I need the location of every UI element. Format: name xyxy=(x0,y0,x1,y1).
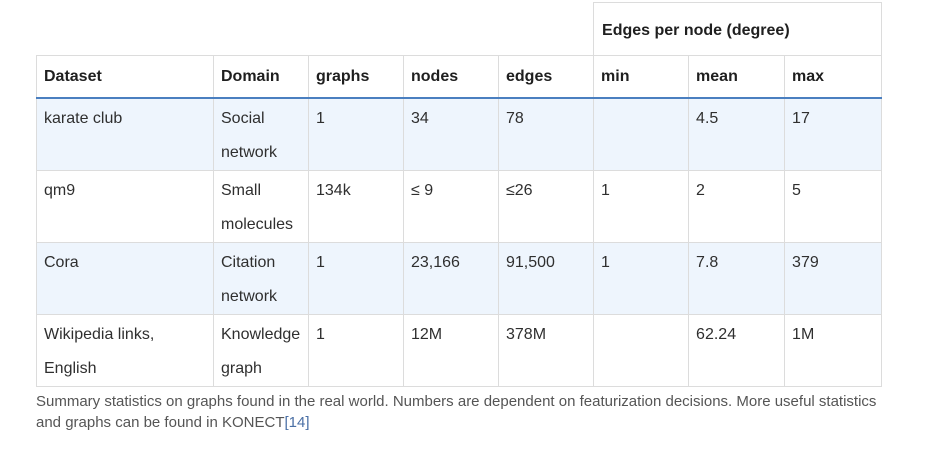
group-header-row: Edges per node (degree) xyxy=(36,2,883,56)
group-header-spacer xyxy=(36,2,594,56)
table-row: Wikipedia links, English Knowledge graph… xyxy=(36,314,883,387)
cell-graphs: 1 xyxy=(308,242,404,315)
cell-min xyxy=(593,314,690,387)
cell-edges: 91,500 xyxy=(497,242,595,315)
cell-mean: 7.8 xyxy=(688,242,786,315)
degree-group-header: Edges per node (degree) xyxy=(593,2,883,56)
cell-graphs: 1 xyxy=(308,97,404,171)
cell-mean: 2 xyxy=(688,170,786,243)
cell-edges: ≤26 xyxy=(497,170,595,243)
cell-graphs: 1 xyxy=(308,314,404,387)
cell-edges: 378M xyxy=(497,314,595,387)
cell-dataset: Cora xyxy=(36,242,214,315)
cell-min xyxy=(593,97,690,171)
graph-statistics-table: Edges per node (degree) Dataset Domain g… xyxy=(36,2,883,387)
cell-dataset: Wikipedia links, English xyxy=(36,314,214,387)
column-header-dataset: Dataset xyxy=(36,55,214,99)
cell-edges: 78 xyxy=(497,97,595,171)
caption-text: Summary statistics on graphs found in th… xyxy=(36,393,877,431)
cell-mean: 4.5 xyxy=(688,97,786,171)
cell-graphs: 134k xyxy=(308,170,404,243)
table-row: qm9 Small molecules 134k ≤ 9 ≤26 1 2 5 xyxy=(36,170,883,243)
cell-max: 379 xyxy=(784,242,883,315)
stats-table-container: Edges per node (degree) Dataset Domain g… xyxy=(36,2,883,433)
cell-domain: Small molecules xyxy=(213,170,309,243)
cell-domain: Knowledge graph xyxy=(213,314,309,387)
table-row: karate club Social network 1 34 78 4.5 1… xyxy=(36,97,883,171)
cell-domain: Citation network xyxy=(213,242,309,315)
cell-nodes: 23,166 xyxy=(403,242,499,315)
cell-nodes: 12M xyxy=(403,314,499,387)
column-header-domain: Domain xyxy=(213,55,309,99)
cell-domain: Social network xyxy=(213,97,309,171)
column-header-graphs: graphs xyxy=(308,55,404,99)
table-row: Cora Citation network 1 23,166 91,500 1 … xyxy=(36,242,883,315)
cell-max: 5 xyxy=(784,170,883,243)
cell-max: 17 xyxy=(784,97,883,171)
cell-dataset: karate club xyxy=(36,97,214,171)
column-header-edges: edges xyxy=(497,55,595,99)
column-header-nodes: nodes xyxy=(403,55,499,99)
cell-nodes: 34 xyxy=(403,97,499,171)
cell-dataset: qm9 xyxy=(36,170,214,243)
column-header-mean: mean xyxy=(688,55,786,99)
cell-max: 1M xyxy=(784,314,883,387)
column-header-min: min xyxy=(593,55,690,99)
cell-min: 1 xyxy=(593,242,690,315)
cell-min: 1 xyxy=(593,170,690,243)
column-header-max: max xyxy=(784,55,883,99)
cell-nodes: ≤ 9 xyxy=(403,170,499,243)
table-caption: Summary statistics on graphs found in th… xyxy=(36,391,881,433)
column-header-row: Dataset Domain graphs nodes edges min me… xyxy=(36,55,883,99)
citation-link[interactable]: [14] xyxy=(284,414,310,431)
cell-mean: 62.24 xyxy=(688,314,786,387)
